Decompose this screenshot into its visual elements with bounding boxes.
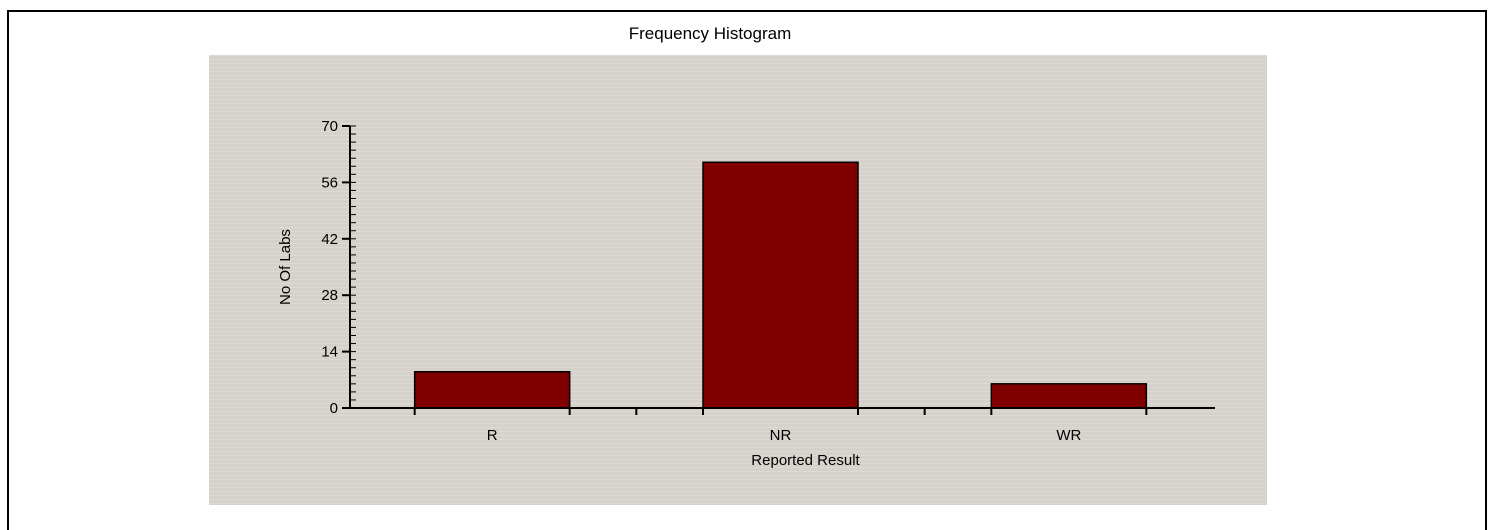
y-tick-label: 0 — [330, 400, 338, 417]
x-tick-label: NR — [770, 427, 792, 444]
y-axis-label: No Of Labs — [277, 229, 294, 305]
x-axis-label: Reported Result — [751, 452, 860, 469]
x-tick-label: R — [487, 427, 498, 444]
bar-R — [413, 370, 571, 409]
bar-chart: R NR WR 0 14 28 42 56 70 Reported Result No Of Lab… — [277, 118, 1215, 469]
bar-WR — [990, 383, 1148, 409]
x-tick-label: WR — [1056, 427, 1081, 444]
y-tick-label: 14 — [321, 344, 338, 361]
bar-NR — [702, 161, 859, 409]
chart-frame — [7, 10, 1487, 530]
chart-title: Frequency Histogram — [628, 24, 792, 43]
y-tick-label: 42 — [321, 231, 338, 248]
y-tick-label: 70 — [321, 118, 338, 135]
y-tick-label: 28 — [321, 287, 338, 304]
y-tick-label: 56 — [321, 174, 338, 191]
